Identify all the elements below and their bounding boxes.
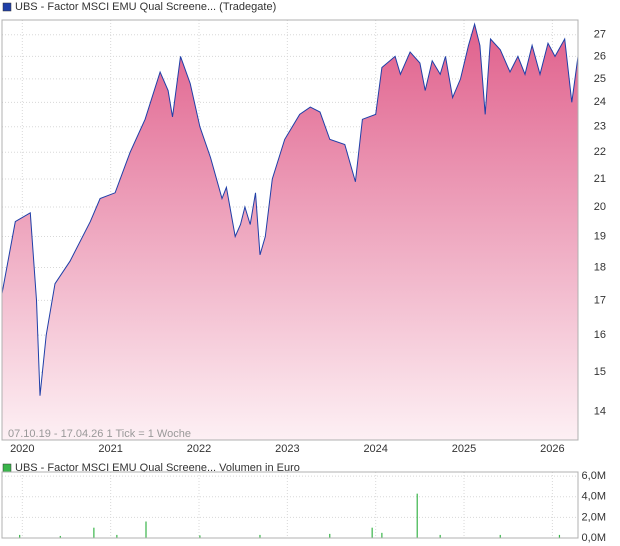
volume-bar xyxy=(381,532,383,538)
y-tick-label: 18 xyxy=(594,261,606,273)
x-tick-label: 2024 xyxy=(363,443,387,455)
y-tick-label: 2,0M xyxy=(582,511,606,523)
price-line xyxy=(1,22,579,396)
y-tick-label: 25 xyxy=(594,73,606,85)
y-tick-label: 27 xyxy=(594,29,606,41)
y-tick-label: 26 xyxy=(594,50,606,62)
volume-bar xyxy=(259,534,261,538)
legend-swatch xyxy=(2,463,12,473)
plot-frame xyxy=(1,19,579,441)
y-tick-label: 17 xyxy=(594,294,606,306)
y-tick-label: 19 xyxy=(594,230,606,242)
x-tick-label: 2023 xyxy=(275,443,299,455)
volume-bar xyxy=(19,534,21,538)
x-tick-label: 2025 xyxy=(452,443,476,455)
y-tick-label: 24 xyxy=(594,96,606,108)
y-tick-label: 14 xyxy=(594,406,606,418)
x-tick-label: 2026 xyxy=(540,443,564,455)
y-tick-label: 16 xyxy=(594,329,606,341)
legend-label: UBS - Factor MSCI EMU Qual Screene... (T… xyxy=(15,1,276,13)
volume-bar xyxy=(145,521,147,538)
y-tick-label: 0,0M xyxy=(582,532,606,544)
y-tick-label: 23 xyxy=(594,121,606,133)
y-tick-label: 6,0M xyxy=(582,470,606,482)
x-tick-label: 2021 xyxy=(98,443,122,455)
plot-frame xyxy=(1,471,579,539)
area xyxy=(2,24,578,440)
volume-bar xyxy=(199,535,201,538)
y-tick-label: 15 xyxy=(594,366,606,378)
volume-bar xyxy=(558,534,561,538)
y-tick-label: 21 xyxy=(594,173,606,185)
plot-area xyxy=(2,472,578,538)
y-tick-label: 4,0M xyxy=(582,491,606,503)
x-tick-label: 2020 xyxy=(10,443,34,455)
legend-label: UBS - Factor MSCI EMU Qual Screene... Vo… xyxy=(15,462,300,474)
x-tick-label: 2022 xyxy=(187,443,211,455)
volume-bar xyxy=(116,534,118,538)
volume-bar xyxy=(499,534,501,538)
volume-bar xyxy=(371,527,373,538)
volume-bar xyxy=(439,534,441,538)
volume-bar xyxy=(416,493,418,538)
legend-swatch xyxy=(2,2,12,12)
annotation: 07.10.19 - 17.04.26 1 Tick = 1 Woche xyxy=(8,428,191,440)
y-tick-label: 22 xyxy=(594,146,606,158)
volume-bar xyxy=(93,527,95,538)
volume-bar xyxy=(59,535,61,538)
y-tick-label: 20 xyxy=(594,201,606,213)
volume-bar xyxy=(329,533,331,538)
